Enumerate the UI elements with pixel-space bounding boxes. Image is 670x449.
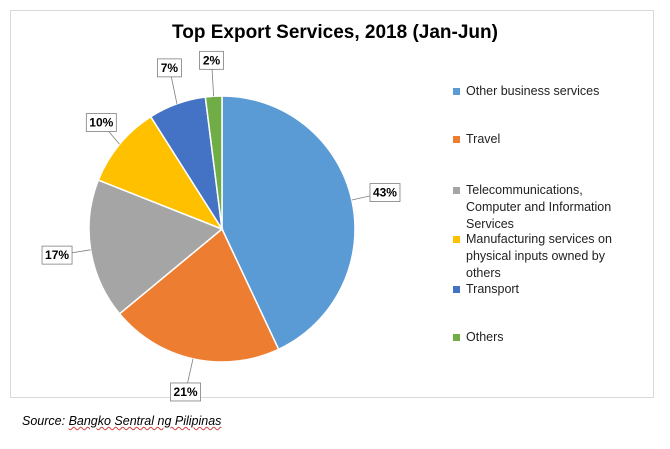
data-label-box xyxy=(170,382,201,402)
legend-item-telecommunications: Telecommunications, Computer and Informa… xyxy=(453,182,623,233)
legend-label: Transport xyxy=(466,282,520,296)
pie-slice xyxy=(118,227,280,363)
legend-item-manufacturing: Manufacturing services on physical input… xyxy=(453,231,633,282)
data-label: 43% xyxy=(373,186,397,200)
data-label-box xyxy=(157,58,182,78)
data-label: 2% xyxy=(203,53,221,67)
data-label: 21% xyxy=(174,385,198,399)
chart-title: Top Export Services, 2018 (Jan-Jun) xyxy=(172,22,498,43)
pie-slice xyxy=(97,115,224,231)
source-organization: Bangko Sentral ng Pilipinas xyxy=(68,414,222,428)
data-label-box xyxy=(85,113,117,132)
source-note: Source: Bangko Sentral ng Pilipinas xyxy=(22,414,221,428)
legend-item-transport: Transport xyxy=(453,281,653,298)
data-label-box xyxy=(369,183,401,202)
pie-slice xyxy=(88,179,224,315)
legend-swatch xyxy=(453,334,460,341)
legend-swatch xyxy=(453,136,460,143)
data-label: 7% xyxy=(161,61,179,75)
data-label: 10% xyxy=(89,116,113,130)
legend-item-travel: Travel xyxy=(453,131,653,148)
legend-swatch xyxy=(453,286,460,293)
legend-label: Telecommunications, Computer and Informa… xyxy=(466,183,612,231)
legend-swatch xyxy=(453,88,460,95)
legend-label: Others xyxy=(466,330,504,344)
data-label: 17% xyxy=(45,248,69,262)
legend-swatch xyxy=(453,187,460,194)
data-label-box xyxy=(41,245,73,265)
legend-label: Other business services xyxy=(466,84,600,98)
source-prefix: Source: xyxy=(22,414,69,428)
legend-swatch xyxy=(453,236,460,243)
legend-label: Travel xyxy=(466,132,501,146)
legend-item-others: Others xyxy=(453,329,653,346)
legend-item-other-business-services: Other business services xyxy=(453,83,653,100)
pie-slice xyxy=(204,95,223,230)
data-label-box xyxy=(199,50,224,70)
legend-label: Manufacturing services on physical input… xyxy=(466,232,612,280)
